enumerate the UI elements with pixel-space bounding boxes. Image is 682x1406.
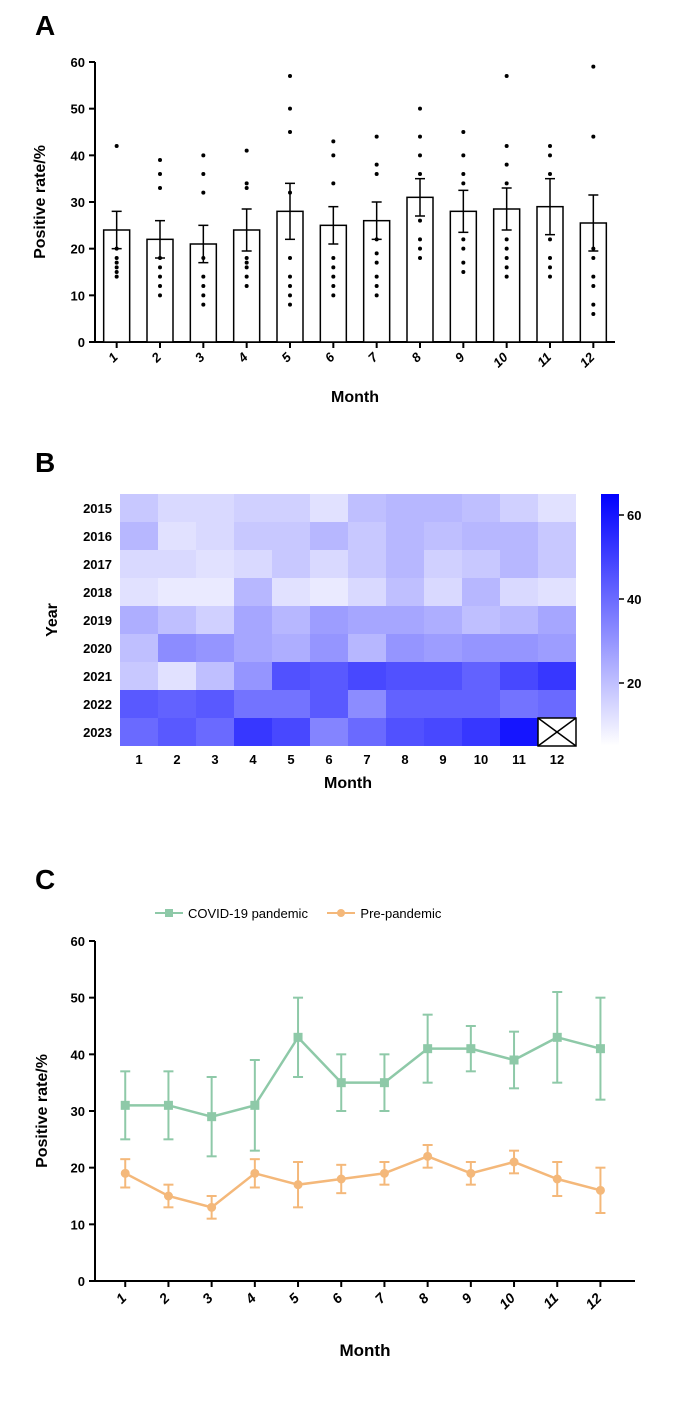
svg-text:3: 3 [199, 1289, 216, 1306]
svg-text:10: 10 [474, 752, 488, 767]
legend-item-pre: Pre-pandemic [327, 906, 441, 921]
legend-item-covid: COVID-19 pandemic [155, 906, 308, 921]
svg-text:30: 30 [71, 1104, 85, 1119]
svg-text:40: 40 [71, 148, 85, 163]
svg-text:60: 60 [71, 55, 85, 70]
svg-text:10: 10 [496, 1289, 518, 1311]
svg-text:4: 4 [241, 1289, 259, 1307]
svg-text:0: 0 [78, 1274, 85, 1289]
svg-text:2: 2 [173, 752, 180, 767]
svg-text:Positive rate/%: Positive rate/% [32, 145, 49, 259]
svg-text:Month: Month [331, 389, 379, 406]
svg-text:1: 1 [105, 350, 121, 366]
svg-text:9: 9 [439, 752, 446, 767]
svg-text:6: 6 [322, 349, 338, 365]
svg-text:9: 9 [452, 349, 468, 365]
svg-text:2022: 2022 [83, 697, 112, 712]
svg-text:60: 60 [627, 508, 641, 523]
svg-text:6: 6 [325, 752, 332, 767]
svg-text:2019: 2019 [83, 613, 112, 628]
svg-text:6: 6 [329, 1289, 346, 1306]
svg-text:5: 5 [278, 349, 294, 365]
svg-text:2015: 2015 [83, 501, 112, 516]
svg-text:5: 5 [287, 752, 294, 767]
svg-text:Month: Month [340, 1341, 391, 1360]
svg-text:30: 30 [71, 195, 85, 210]
svg-text:8: 8 [415, 1289, 432, 1306]
svg-text:7: 7 [363, 752, 370, 767]
svg-text:20: 20 [627, 676, 641, 691]
svg-text:Month: Month [324, 775, 372, 792]
svg-text:8: 8 [408, 349, 424, 365]
panel-c-label: C [35, 864, 667, 896]
svg-text:7: 7 [372, 1288, 390, 1306]
panel-a-chart: 0102030405060123456789101112Positive rat… [15, 47, 667, 427]
panel-c-chart: 0102030405060123456789101112Positive rat… [15, 926, 667, 1376]
svg-text:Year: Year [44, 603, 61, 637]
svg-text:1: 1 [135, 752, 142, 767]
svg-text:10: 10 [71, 1217, 85, 1232]
svg-text:11: 11 [540, 1289, 562, 1311]
svg-text:10: 10 [490, 349, 511, 370]
svg-text:40: 40 [627, 592, 641, 607]
svg-text:8: 8 [401, 752, 408, 767]
panel-a-label: A [35, 10, 667, 42]
svg-text:12: 12 [577, 349, 598, 370]
panel-c-legend: COVID-19 pandemic Pre-pandemic [155, 901, 667, 921]
svg-text:11: 11 [534, 350, 554, 370]
svg-text:40: 40 [71, 1047, 85, 1062]
svg-text:2021: 2021 [83, 669, 112, 684]
svg-text:4: 4 [234, 349, 251, 366]
svg-text:3: 3 [211, 752, 218, 767]
svg-text:50: 50 [71, 990, 85, 1005]
svg-text:3: 3 [192, 349, 208, 365]
svg-text:2016: 2016 [83, 529, 112, 544]
svg-text:2: 2 [148, 349, 165, 366]
svg-text:50: 50 [71, 102, 85, 117]
svg-text:60: 60 [71, 934, 85, 949]
svg-text:11: 11 [512, 752, 526, 767]
svg-text:2023: 2023 [83, 725, 112, 740]
svg-text:20: 20 [71, 1160, 85, 1175]
svg-text:12: 12 [550, 752, 564, 767]
svg-text:12: 12 [582, 1289, 604, 1311]
svg-text:Positive rate/%: Positive rate/% [34, 1054, 51, 1168]
svg-text:5: 5 [285, 1289, 302, 1306]
svg-text:2017: 2017 [83, 557, 112, 572]
svg-text:10: 10 [71, 288, 85, 303]
legend-label-covid: COVID-19 pandemic [188, 906, 308, 921]
svg-text:2020: 2020 [83, 641, 112, 656]
svg-text:4: 4 [249, 752, 257, 767]
svg-text:9: 9 [458, 1289, 475, 1306]
svg-text:20: 20 [71, 242, 85, 257]
legend-label-pre: Pre-pandemic [360, 906, 441, 921]
svg-text:2018: 2018 [83, 585, 112, 600]
svg-text:2: 2 [155, 1289, 173, 1307]
panel-b-label: B [35, 447, 667, 479]
svg-text:7: 7 [365, 349, 381, 365]
panel-b-chart: 2015201620172018201920202021202220231234… [15, 484, 667, 844]
svg-text:1: 1 [113, 1289, 130, 1306]
svg-text:0: 0 [78, 335, 85, 350]
